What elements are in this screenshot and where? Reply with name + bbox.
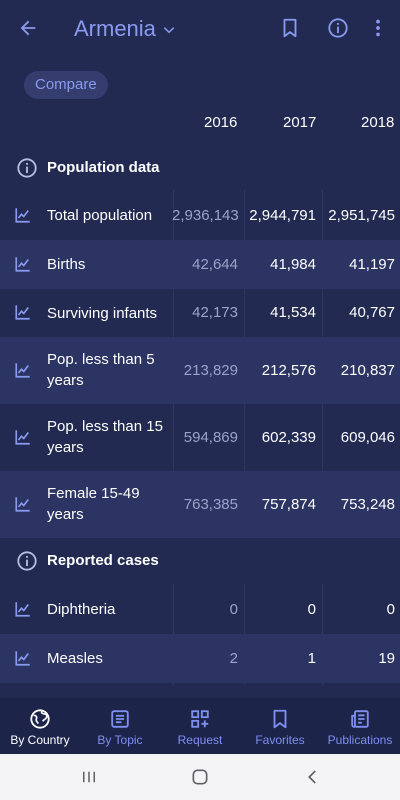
value-2016: 2 [229,650,238,667]
column-divider [173,190,174,685]
system-navigation-bar [0,754,400,800]
chart-icon[interactable] [14,361,32,379]
chart-icon[interactable] [14,600,32,618]
bookmark-icon [283,18,297,38]
newspaper-icon [351,710,369,728]
arrow-left-icon [20,20,36,36]
value-2018: 609,046 [340,429,395,446]
info-button[interactable] [322,12,354,44]
value-2018: 753,248 [340,496,395,513]
recents-button[interactable] [77,765,101,789]
value-2016: 42,173 [192,304,238,321]
country-name: Armenia [74,16,156,41]
row-label: Births [47,256,86,273]
more-options-button[interactable] [362,12,394,44]
row-label: Pop. less than 5 years [47,351,155,389]
value-2016: 0 [229,601,238,618]
chevron-down-icon [163,27,175,34]
table-row[interactable]: Diphtheria 0 0 0 [0,585,400,634]
value-2016: 594,869 [183,429,238,446]
year-column-2: 2017 [283,114,317,131]
row-label: Diphtheria [47,601,116,618]
home-icon [192,769,208,785]
value-2017: 41,984 [270,256,316,273]
value-2017: 757,874 [261,496,316,513]
year-header: 2016 2017 2018 [0,112,400,134]
tab-request[interactable]: Request [160,698,240,754]
value-2017: 0 [307,601,316,618]
app-bar: Armenia [0,0,400,58]
value-2017: 602,339 [261,429,316,446]
value-2018: 19 [378,650,395,667]
row-label: Total population [47,207,153,224]
table-row[interactable]: Births 42,644 41,984 41,197 [0,240,400,289]
back-button[interactable] [12,12,44,44]
row-label: Pop. less than 15 years [47,418,163,456]
value-2018: 40,767 [349,304,395,321]
value-2017: 212,576 [261,362,316,379]
info-icon [328,18,348,38]
country-selector[interactable]: Armenia [74,16,176,42]
tab-label: Favorites [255,733,305,747]
tab-by-country[interactable]: By Country [0,698,80,754]
info-icon [17,158,37,178]
value-2016: 42,644 [192,256,238,273]
column-divider [322,190,323,685]
home-button[interactable] [188,765,212,789]
more-vert-icon [376,19,380,37]
year-column-3: 2018 [361,114,395,131]
row-label: Surviving infants [47,305,158,322]
year-column-1: 2016 [204,114,238,131]
value-2017: 41,534 [270,304,316,321]
back-chevron-icon [308,770,316,784]
value-2018: 210,837 [340,362,395,379]
table-row[interactable]: Total population 2,936,143 2,944,791 2,9… [0,191,400,240]
column-divider [244,190,245,685]
value-2017: 2,944,791 [249,207,316,224]
tab-label: Publications [327,733,393,747]
chart-icon[interactable] [14,255,32,273]
bottom-navigation: By Country By Topic Request Favorites Pu… [0,698,400,754]
value-2016: 763,385 [183,496,238,513]
compare-chip[interactable]: Compare [24,71,108,99]
section-title: Reported cases [47,552,159,569]
section-header-population: Population data [0,145,400,191]
section-header-reported-cases: Reported cases [0,538,400,584]
tab-label: By Topic [97,733,143,747]
system-back-button[interactable] [301,765,325,789]
tab-label: By Country [10,733,70,747]
value-2017: 1 [307,650,316,667]
tab-favorites[interactable]: Favorites [240,698,320,754]
tab-by-topic[interactable]: By Topic [80,698,160,754]
chart-icon[interactable] [14,206,32,224]
chart-icon[interactable] [14,303,32,321]
row-label: Measles [47,650,103,667]
info-icon [17,551,37,571]
row-label: Female 15-49 years [47,485,140,523]
grid-add-icon [191,710,209,728]
table-row[interactable]: Surviving infants 42,173 41,534 40,767 [0,289,400,337]
tab-label: Request [177,733,223,747]
tab-publications[interactable]: Publications [320,698,400,754]
table-row[interactable]: Female 15-49 years 763,385 757,874 753,2… [0,471,400,538]
table-row[interactable]: Pop. less than 5 years 213,829 212,576 2… [0,337,400,404]
chart-icon[interactable] [14,428,32,446]
section-title: Population data [47,159,160,176]
table-row[interactable]: Measles 2 1 19 [0,634,400,683]
article-icon [111,710,129,728]
globe-icon [30,709,50,729]
value-2018: 2,951,745 [328,207,395,224]
value-2018: 0 [386,601,395,618]
chart-icon[interactable] [14,495,32,513]
table-row[interactable]: Pop. less than 15 years 594,869 602,339 … [0,404,400,471]
value-2016: 213,829 [183,362,238,379]
bookmark-icon [273,709,287,729]
value-2018: 41,197 [349,256,395,273]
chart-icon[interactable] [14,649,32,667]
value-2016: 2,936,143 [172,207,239,224]
recents-icon [83,771,95,783]
bookmark-button[interactable] [274,12,306,44]
